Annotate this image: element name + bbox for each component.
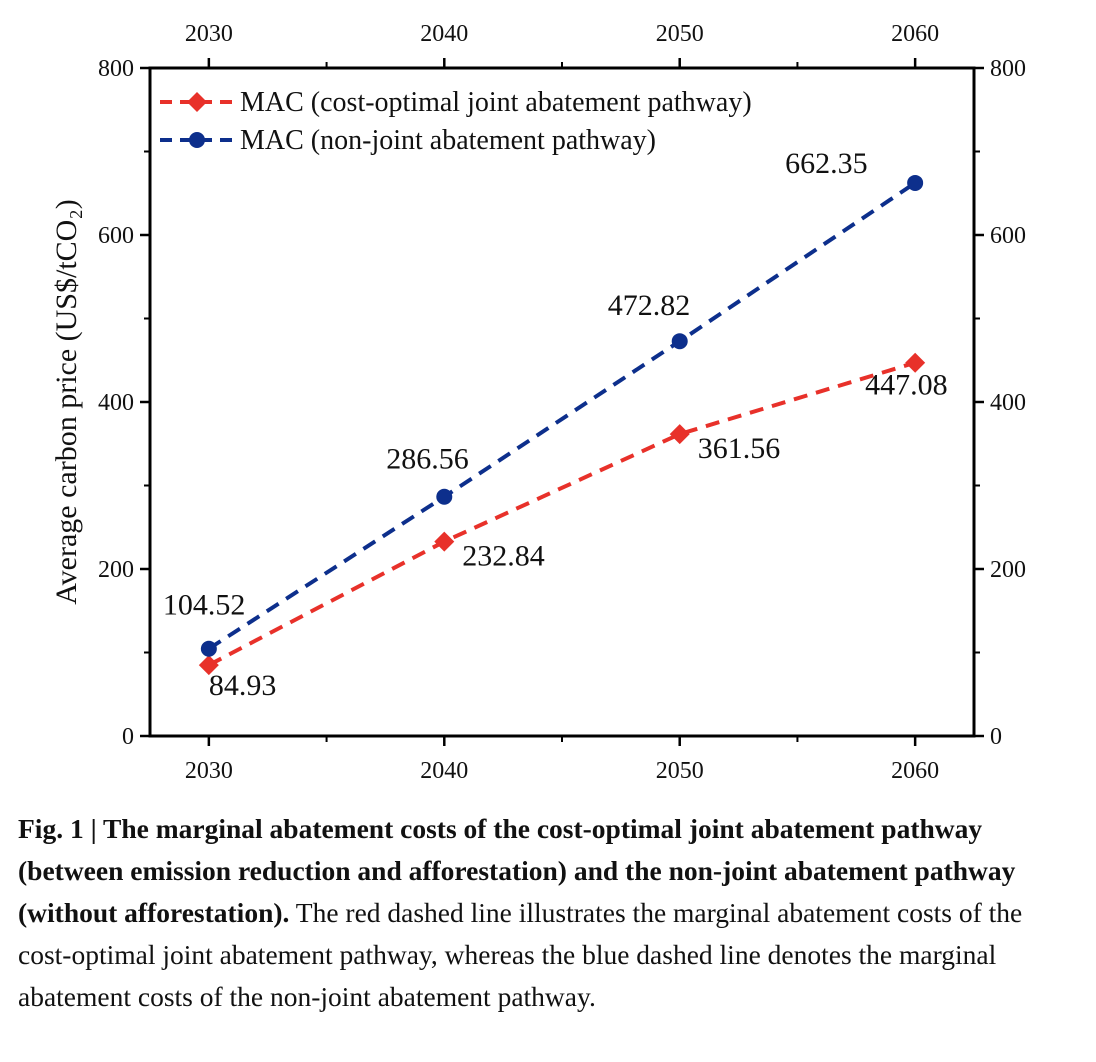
y-tick-label-left: 800 (98, 56, 134, 82)
data-labels: 84.93 232.84 361.56 447.08 104.52 286.56 472.8… (163, 147, 948, 702)
x-tick-label-bottom: 2030 (185, 758, 233, 784)
y-tick-label-right: 400 (990, 390, 1026, 416)
data-label-1-3: 662.35 (785, 147, 868, 180)
y-tick-label-right: 800 (990, 56, 1026, 82)
x-tick-label-bottom: 2050 (656, 758, 704, 784)
data-label-0-2: 361.56 (698, 432, 781, 465)
data-point-1-2 (671, 333, 688, 350)
data-point-0-2 (669, 424, 690, 445)
chart: 0 0 200 200 400 400 600 600 800 800 2030 2030 2040 20… (50, 21, 1026, 784)
axes: 0 0 200 200 400 400 600 600 800 800 2030 2030 2040 20… (98, 21, 1026, 784)
x-tick-label-top: 2040 (420, 21, 468, 47)
x-tick-label-bottom: 2060 (891, 758, 939, 784)
y-tick-label-left: 0 (122, 724, 134, 750)
y-tick-label-right: 600 (990, 223, 1026, 249)
x-tick-label-top: 2030 (185, 21, 233, 47)
data-label-1-2: 472.82 (608, 289, 691, 322)
legend-label-1: MAC (non-joint abatement pathway) (240, 125, 656, 156)
y-tick-label-right: 0 (990, 724, 1002, 750)
data-label-1-0: 104.52 (163, 589, 246, 622)
data-label-0-0: 84.93 (209, 669, 277, 702)
y-tick-label-left: 200 (98, 557, 134, 583)
y-tick-label-left: 400 (98, 390, 134, 416)
y-axis-title: Average carbon price (US$/tCO₂) (50, 199, 83, 605)
data-point-0-3 (905, 352, 926, 373)
legend-label-0: MAC (cost-optimal joint abatement pathwa… (240, 87, 752, 118)
legend: MAC (cost-optimal joint abatement pathwa… (160, 87, 752, 156)
x-tick-label-top: 2060 (891, 21, 939, 47)
series-line-0 (207, 360, 916, 667)
data-label-1-1: 286.56 (386, 443, 469, 476)
y-tick-label-left: 600 (98, 223, 134, 249)
legend-marker-0 (187, 92, 207, 112)
series-line-1 (207, 181, 917, 651)
caption-text: The red dashed line illustrates the marg… (18, 897, 1023, 1012)
y-tick-label-right: 200 (990, 557, 1026, 583)
x-tick-label-top: 2050 (656, 21, 704, 47)
caption-title: Fig. 1 | The marginal abatement costs of… (18, 813, 1016, 928)
x-tick-label-bottom: 2040 (420, 758, 468, 784)
figure-caption: Fig. 1 | The marginal abatement costs of… (18, 808, 1080, 1018)
data-point-0-1 (434, 531, 455, 552)
data-label-0-1: 232.84 (462, 540, 545, 573)
data-point-0-0 (198, 655, 219, 676)
legend-marker-1 (189, 132, 205, 148)
data-point-1-1 (436, 488, 453, 505)
data-label-0-3: 447.08 (865, 369, 948, 402)
data-point-1-3 (907, 174, 924, 191)
series-layer (198, 174, 926, 676)
data-point-1-0 (200, 640, 217, 657)
